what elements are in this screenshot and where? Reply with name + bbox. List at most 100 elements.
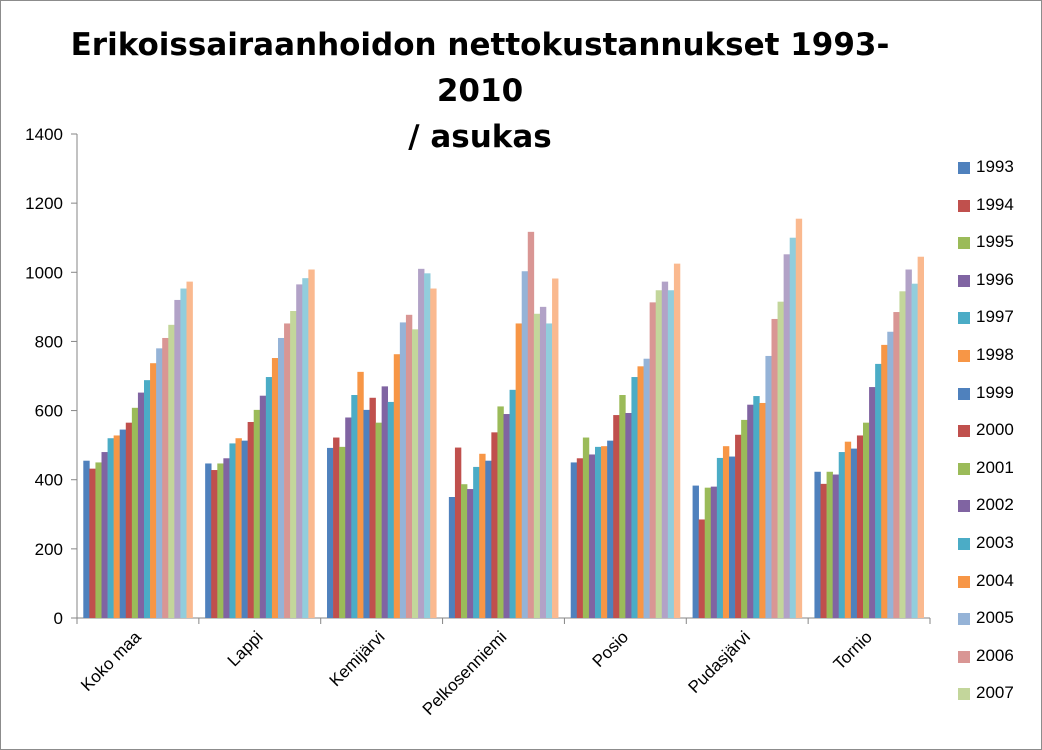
bar-2003-3 xyxy=(387,401,395,618)
bar-2009-5 xyxy=(667,290,675,618)
bar-2000-2 xyxy=(247,421,255,618)
bar-1997-3 xyxy=(351,395,358,618)
bar-2007-2 xyxy=(290,311,297,618)
legend-swatch xyxy=(958,650,970,663)
legend-item-2005: 2005 xyxy=(958,601,1038,639)
bar-1997-5 xyxy=(595,446,602,618)
bar-1999-2 xyxy=(241,440,248,618)
bar-1999-4 xyxy=(485,460,492,618)
bar-1996-6 xyxy=(710,486,718,618)
bar-2008-6 xyxy=(783,254,791,618)
bar-2004-7 xyxy=(881,344,888,618)
bar-2001-7 xyxy=(863,422,870,618)
x-axis: Koko maa Lappi Kemijärvi Pelkosenniemi Posio… xyxy=(76,617,931,719)
bar-2010-6 xyxy=(795,218,803,618)
bar-1993-7 xyxy=(814,471,821,618)
legend-swatch xyxy=(958,237,970,250)
legend-swatch xyxy=(958,349,970,362)
bar-2006-1 xyxy=(162,337,169,618)
bar-1993-2 xyxy=(205,463,212,618)
bar-1994-1 xyxy=(89,468,96,618)
bar-1996-7 xyxy=(832,474,840,618)
bar-2001-4 xyxy=(497,406,504,618)
bar-1995-4 xyxy=(461,484,468,618)
x-tick-label: Koko maa xyxy=(77,627,145,695)
bar-1997-6 xyxy=(716,457,724,618)
y-tick-label: 1200 xyxy=(25,194,63,213)
legend-label: 1994 xyxy=(976,194,1014,214)
bar-2010-2 xyxy=(308,269,315,618)
bar-2000-4 xyxy=(491,432,498,618)
legend-item-2004: 2004 xyxy=(958,564,1038,602)
bar-2006-2 xyxy=(284,323,291,618)
bar-1993-4 xyxy=(448,497,456,618)
bar-2007-4 xyxy=(533,313,541,618)
x-tick-label: Pudasjärvi xyxy=(684,627,754,697)
legend-swatch xyxy=(958,462,970,475)
bar-1999-7 xyxy=(850,448,858,618)
bar-1998-6 xyxy=(722,446,730,618)
x-tick-label: Posio xyxy=(589,627,633,671)
bar-2002-2 xyxy=(259,395,267,618)
bar-2002-4 xyxy=(503,414,510,618)
bar-2006-7 xyxy=(893,312,900,618)
y-tick-label: 1400 xyxy=(25,125,63,144)
bar-2002-7 xyxy=(869,387,876,618)
legend-label: 1999 xyxy=(976,382,1014,402)
bar-1994-3 xyxy=(333,437,340,618)
chart-title: Erikoissairaanhoidon nettokustannukset 1… xyxy=(40,22,920,160)
bar-2005-7 xyxy=(887,331,894,618)
bar-1999-3 xyxy=(363,409,370,618)
legend-label: 2000 xyxy=(976,420,1014,440)
bar-1993-5 xyxy=(570,462,578,618)
bar-1995-3 xyxy=(339,446,346,618)
bar-1999-5 xyxy=(607,440,614,618)
bar-2006-3 xyxy=(405,314,413,618)
bar-2000-6 xyxy=(735,434,742,618)
legend-swatch xyxy=(958,162,970,174)
legend-item-2006: 2006 xyxy=(958,639,1038,677)
bar-2004-4 xyxy=(515,323,523,618)
bar-2001-6 xyxy=(741,419,748,618)
bar-2003-5 xyxy=(631,377,638,618)
legend-item-1996: 1996 xyxy=(958,263,1038,301)
bar-2004-5 xyxy=(637,366,644,618)
bar-2008-4 xyxy=(539,306,547,618)
bar-2005-4 xyxy=(521,271,529,618)
bar-1996-4 xyxy=(467,489,474,618)
bar-2005-1 xyxy=(156,348,163,618)
y-tick-label: 800 xyxy=(35,332,63,351)
bar-2009-6 xyxy=(789,237,797,618)
legend-item-1994: 1994 xyxy=(958,188,1038,226)
legend-label: 2003 xyxy=(976,532,1014,552)
legend-label: 1993 xyxy=(976,157,1014,176)
y-tick-label: 600 xyxy=(35,402,63,421)
bar-2006-4 xyxy=(527,231,535,618)
bar-1999-6 xyxy=(729,456,736,618)
y-axis: 0 200 400 600 800 1000 1200 1400 xyxy=(25,125,78,628)
bar-2001-5 xyxy=(619,395,626,618)
bar-2002-3 xyxy=(381,386,389,618)
bar-2010-5 xyxy=(673,263,681,618)
bar-1998-7 xyxy=(844,441,852,618)
legend-item-1995: 1995 xyxy=(958,225,1038,263)
bar-2007-3 xyxy=(411,329,419,618)
bar-2002-6 xyxy=(747,404,754,618)
legend-label: 2007 xyxy=(976,683,1014,703)
bar-2002-5 xyxy=(625,412,632,618)
bar-1997-2 xyxy=(229,443,236,618)
bar-2009-3 xyxy=(424,273,431,618)
bar-2002-1 xyxy=(137,392,145,618)
bar-1996-2 xyxy=(223,458,230,618)
bar-2007-7 xyxy=(899,291,906,618)
bar-2010-1 xyxy=(186,281,193,618)
bar-2007-1 xyxy=(168,324,175,618)
bar-1993-6 xyxy=(692,485,699,618)
legend-label: 1996 xyxy=(976,269,1014,289)
bar-2000-7 xyxy=(856,435,864,618)
bar-2008-5 xyxy=(661,281,669,618)
bar-2003-1 xyxy=(143,380,151,618)
legend-label: 2005 xyxy=(976,608,1014,628)
bar-2000-5 xyxy=(613,415,620,618)
